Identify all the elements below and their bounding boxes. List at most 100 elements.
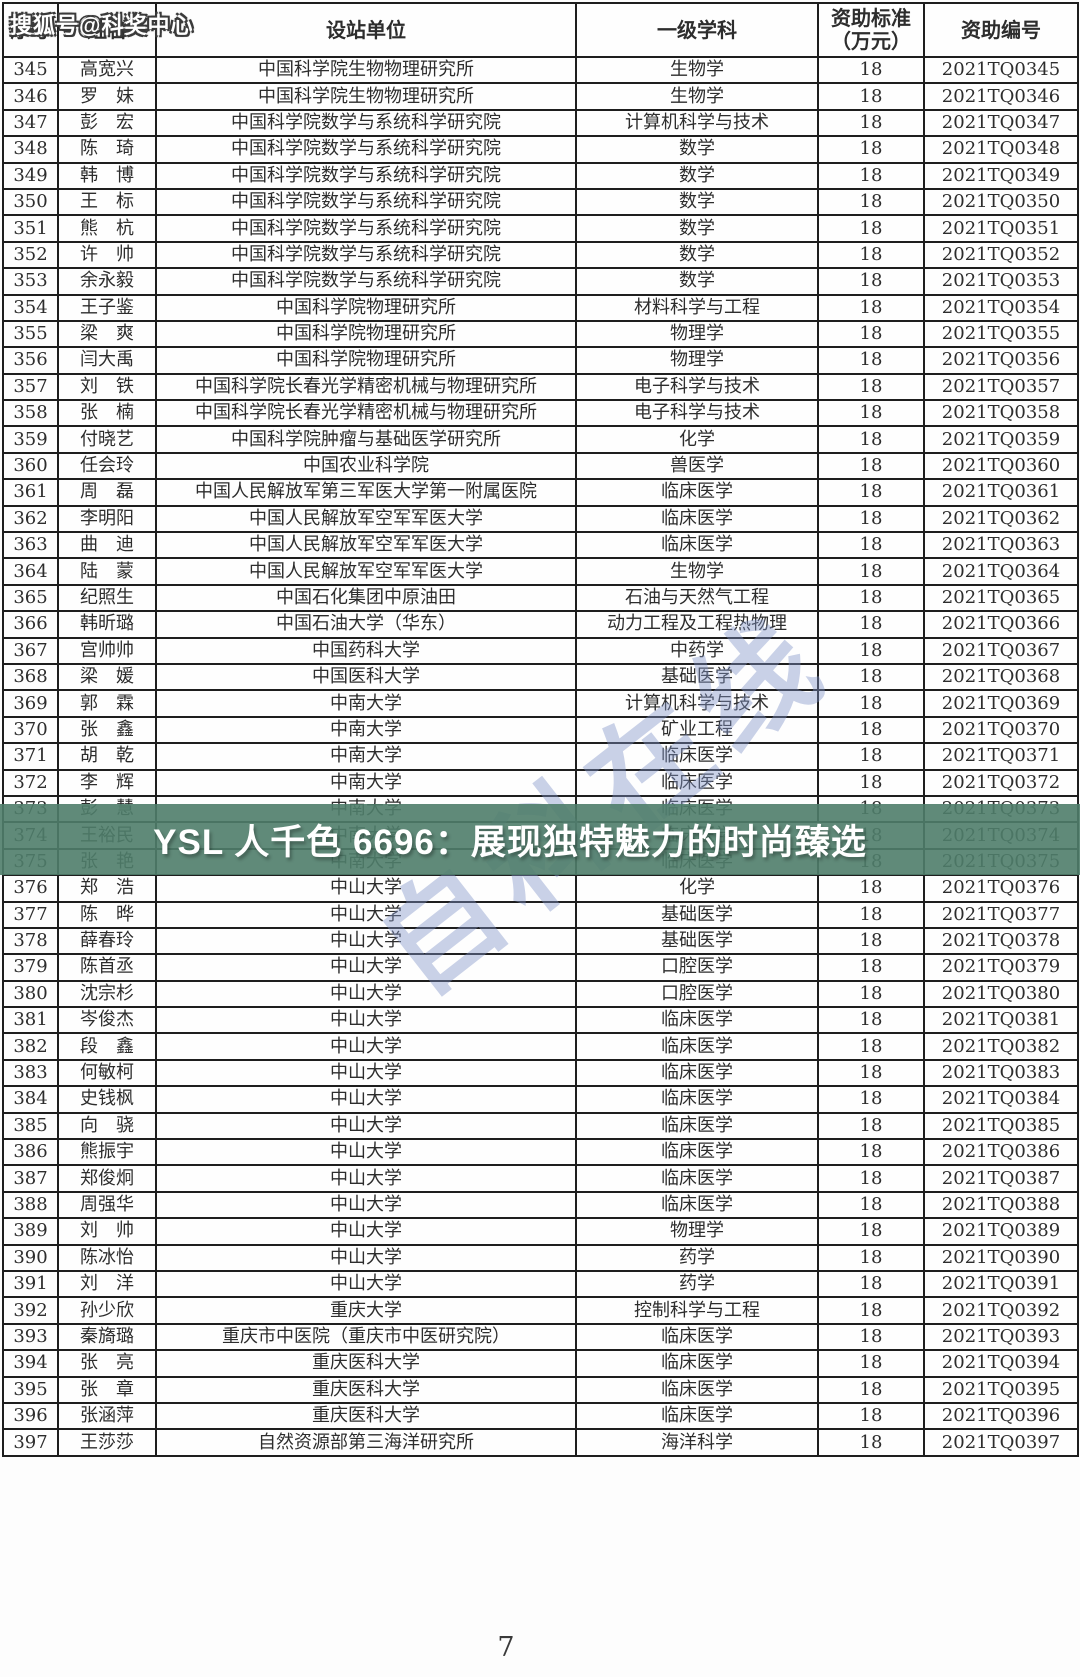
ad-banner: YSL 人千色 6696：展现独特魅力的时尚臻选 [0,804,1080,875]
cell-discipline: 电子科学与技术 [575,399,819,428]
cell-code: 2021TQ0390 [923,1243,1079,1272]
cell-name: 陈冰怡 [57,1243,157,1272]
cell-serial: 387 [2,1164,59,1193]
cell-code: 2021TQ0380 [923,979,1079,1009]
cell-unit: 中国科学院数学与系统科学研究院 [155,108,577,138]
cell-unit: 中国科学院数学与系统科学研究院 [155,135,577,164]
cell-unit: 中南大学 [155,742,577,771]
cell-serial: 393 [2,1322,59,1352]
cell-name: 许 帅 [57,240,157,270]
cell-name: 熊 杭 [57,214,157,243]
cell-fund: 18 [817,135,925,164]
funding-table: 序号 姓名 设站单位 一级学科 资助标准 （万元） 资助编号 345 高宽兴 中… [2,2,1079,1457]
cell-fund: 18 [817,1428,925,1457]
table-row: 385 向 骁 中山大学 临床医学 18 2021TQ0385 [2,1111,1079,1141]
cell-fund: 18 [817,1164,925,1193]
cell-code: 2021TQ0388 [923,1190,1079,1220]
table-row: 381 岑俊杰 中山大学 临床医学 18 2021TQ0381 [2,1006,1079,1035]
cell-fund: 18 [817,1296,925,1325]
cell-unit: 中国科学院肿瘤与基础医学研究所 [155,425,577,454]
cell-code: 2021TQ0345 [923,55,1079,85]
cell-fund: 18 [817,1243,925,1272]
table-row: 368 梁 媛 中国医科大学 基础医学 18 2021TQ0368 [2,662,1079,692]
cell-discipline: 临床医学 [575,504,819,534]
cell-serial: 370 [2,715,59,745]
cell-unit: 自然资源部第三海洋研究所 [155,1428,577,1457]
cell-unit: 中山大学 [155,1085,577,1114]
cell-serial: 368 [2,662,59,692]
cell-serial: 350 [2,187,59,217]
cell-unit: 重庆医科大学 [155,1401,577,1431]
table-row: 352 许 帅 中国科学院数学与系统科学研究院 数学 18 2021TQ0352 [2,240,1079,270]
cell-unit: 中国人民解放军空军军医大学 [155,531,577,560]
cell-serial: 380 [2,979,59,1009]
cell-name: 韩 博 [57,161,157,190]
cell-code: 2021TQ0370 [923,715,1079,745]
cell-unit: 中国科学院数学与系统科学研究院 [155,161,577,190]
cell-discipline: 数学 [575,161,819,190]
cell-code: 2021TQ0389 [923,1217,1079,1246]
cell-fund: 18 [817,715,925,745]
cell-name: 张 楠 [57,399,157,428]
cell-code: 2021TQ0386 [923,1138,1079,1167]
cell-fund: 18 [817,742,925,771]
cell-serial: 348 [2,135,59,164]
cell-serial: 360 [2,451,59,481]
cell-discipline: 化学 [575,874,819,903]
cell-fund: 18 [817,425,925,454]
table-body: 345 高宽兴 中国科学院生物物理研究所 生物学 18 2021TQ0345 3… [2,55,1079,1457]
table-row: 360 任会玲 中国农业科学院 兽医学 18 2021TQ0360 [2,451,1079,481]
cell-fund: 18 [817,979,925,1009]
cell-serial: 363 [2,531,59,560]
cell-fund: 18 [817,610,925,639]
cell-serial: 396 [2,1401,59,1431]
cell-code: 2021TQ0363 [923,531,1079,560]
cell-unit: 中国石油大学（华东） [155,610,577,639]
cell-discipline: 海洋科学 [575,1428,819,1457]
table-row: 391 刘 洋 中山大学 药学 18 2021TQ0391 [2,1269,1079,1299]
cell-discipline: 数学 [575,135,819,164]
cell-code: 2021TQ0394 [923,1349,1079,1378]
cell-serial: 365 [2,583,59,613]
cell-code: 2021TQ0360 [923,451,1079,481]
cell-discipline: 基础医学 [575,900,819,929]
cell-unit: 中山大学 [155,1032,577,1061]
table-row: 384 史钱枫 中山大学 临床医学 18 2021TQ0384 [2,1085,1079,1114]
cell-unit: 中山大学 [155,900,577,929]
cell-unit: 中山大学 [155,1058,577,1088]
cell-serial: 351 [2,214,59,243]
cell-name: 刘 帅 [57,1217,157,1246]
table-row: 376 郑 浩 中山大学 化学 18 2021TQ0376 [2,874,1079,903]
table-row: 388 周强华 中山大学 临床医学 18 2021TQ0388 [2,1190,1079,1220]
cell-name: 王莎莎 [57,1428,157,1457]
cell-unit: 中山大学 [155,1164,577,1193]
cell-name: 王子鉴 [57,293,157,322]
cell-discipline: 兽医学 [575,451,819,481]
cell-name: 张 章 [57,1375,157,1404]
cell-fund: 18 [817,1401,925,1431]
cell-code: 2021TQ0384 [923,1085,1079,1114]
cell-fund: 18 [817,1111,925,1141]
cell-code: 2021TQ0381 [923,1006,1079,1035]
cell-code: 2021TQ0352 [923,240,1079,270]
cell-discipline: 生物学 [575,55,819,85]
cell-code: 2021TQ0361 [923,478,1079,507]
cell-serial: 358 [2,399,59,428]
cell-code: 2021TQ0351 [923,214,1079,243]
table-row: 377 陈 晔 中山大学 基础医学 18 2021TQ0377 [2,900,1079,929]
cell-unit: 中国医科大学 [155,662,577,692]
cell-serial: 389 [2,1217,59,1246]
table-row: 355 梁 爽 中国科学院物理研究所 物理学 18 2021TQ0355 [2,319,1079,349]
cell-code: 2021TQ0347 [923,108,1079,138]
cell-code: 2021TQ0376 [923,874,1079,903]
table-row: 348 陈 琦 中国科学院数学与系统科学研究院 数学 18 2021TQ0348 [2,135,1079,164]
cell-fund: 18 [817,689,925,718]
table-row: 378 薛春玲 中山大学 基础医学 18 2021TQ0378 [2,926,1079,956]
cell-code: 2021TQ0366 [923,610,1079,639]
cell-unit: 重庆大学 [155,1296,577,1325]
cell-fund: 18 [817,1217,925,1246]
cell-code: 2021TQ0355 [923,319,1079,349]
cell-discipline: 临床医学 [575,1138,819,1167]
cell-code: 2021TQ0356 [923,346,1079,375]
cell-unit: 中国科学院数学与系统科学研究院 [155,187,577,217]
